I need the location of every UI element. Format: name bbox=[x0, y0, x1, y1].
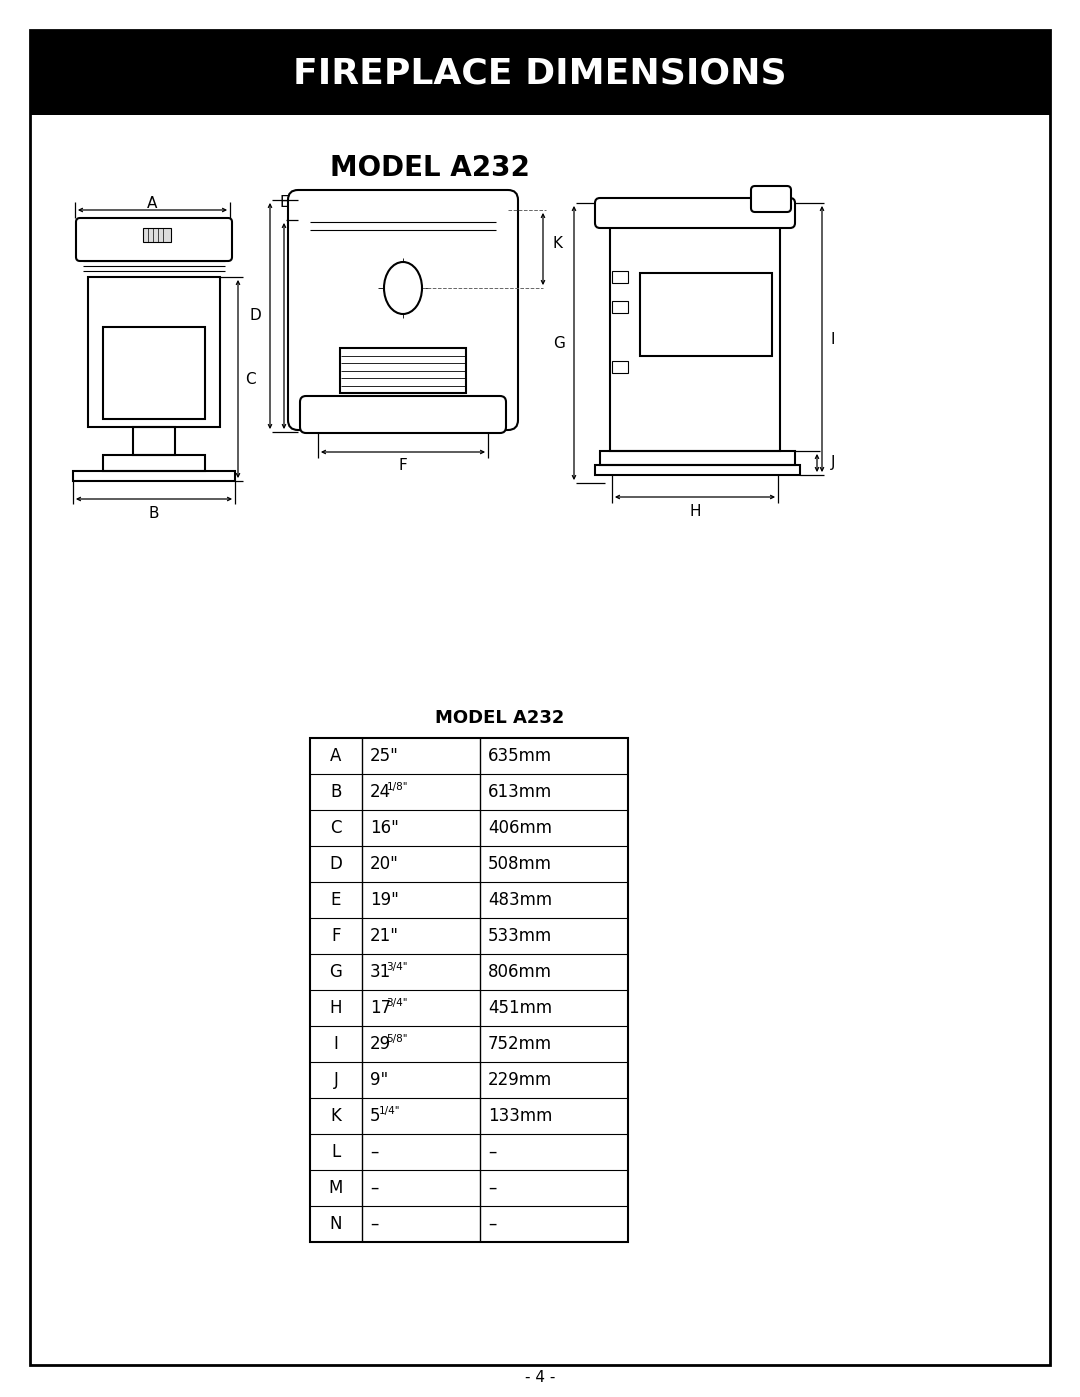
Bar bbox=[310, 738, 627, 1242]
Text: 451mm: 451mm bbox=[488, 999, 552, 1017]
Text: 508mm: 508mm bbox=[488, 855, 552, 873]
Text: 1/8": 1/8" bbox=[387, 782, 408, 792]
Text: 21": 21" bbox=[370, 928, 399, 944]
Text: 1/4": 1/4" bbox=[379, 1106, 401, 1116]
Text: D: D bbox=[249, 309, 261, 324]
Text: C: C bbox=[245, 372, 255, 387]
Text: 133mm: 133mm bbox=[488, 1106, 552, 1125]
FancyBboxPatch shape bbox=[76, 218, 232, 261]
Text: 17: 17 bbox=[370, 999, 391, 1017]
Bar bbox=[595, 465, 800, 475]
Text: B: B bbox=[149, 506, 159, 521]
Text: N: N bbox=[329, 1215, 342, 1234]
FancyBboxPatch shape bbox=[595, 198, 795, 228]
Text: 533mm: 533mm bbox=[488, 928, 552, 944]
Text: F: F bbox=[332, 928, 341, 944]
Text: –: – bbox=[488, 1143, 497, 1161]
Text: 752mm: 752mm bbox=[488, 1035, 552, 1053]
Text: MODEL A232: MODEL A232 bbox=[330, 154, 530, 182]
Text: –: – bbox=[488, 1215, 497, 1234]
Text: A: A bbox=[330, 747, 341, 766]
Text: H: H bbox=[689, 503, 701, 518]
Text: - 4 -: - 4 - bbox=[525, 1370, 555, 1386]
Text: 5: 5 bbox=[370, 1106, 380, 1125]
Bar bbox=[610, 217, 780, 451]
FancyBboxPatch shape bbox=[288, 190, 518, 430]
Bar bbox=[133, 427, 175, 455]
Text: FIREPLACE DIMENSIONS: FIREPLACE DIMENSIONS bbox=[293, 56, 787, 89]
Text: M: M bbox=[328, 1179, 343, 1197]
Text: J: J bbox=[334, 1071, 338, 1090]
Bar bbox=[143, 228, 171, 242]
Bar bbox=[612, 300, 627, 313]
Bar bbox=[73, 471, 235, 481]
Text: –: – bbox=[488, 1179, 497, 1197]
Text: –: – bbox=[370, 1215, 378, 1234]
Text: H: H bbox=[329, 999, 342, 1017]
FancyBboxPatch shape bbox=[751, 186, 791, 212]
Text: 20": 20" bbox=[370, 855, 399, 873]
Text: G: G bbox=[553, 335, 565, 351]
FancyBboxPatch shape bbox=[300, 395, 507, 433]
Text: I: I bbox=[831, 331, 836, 346]
Text: 19": 19" bbox=[370, 891, 399, 909]
Text: 29: 29 bbox=[370, 1035, 391, 1053]
Text: 9": 9" bbox=[370, 1071, 388, 1090]
Bar bbox=[640, 272, 772, 356]
Text: 5/8": 5/8" bbox=[387, 1034, 408, 1044]
Text: 229mm: 229mm bbox=[488, 1071, 552, 1090]
Text: 31: 31 bbox=[370, 963, 391, 981]
Text: –: – bbox=[370, 1143, 378, 1161]
Text: 3/4": 3/4" bbox=[387, 997, 408, 1009]
Text: E: E bbox=[280, 196, 288, 210]
Text: C: C bbox=[330, 819, 341, 837]
Text: 635mm: 635mm bbox=[488, 747, 552, 766]
Text: J: J bbox=[831, 455, 836, 471]
Text: 483mm: 483mm bbox=[488, 891, 552, 909]
Text: K: K bbox=[330, 1106, 341, 1125]
Text: E: E bbox=[330, 891, 341, 909]
Text: F: F bbox=[399, 458, 407, 474]
Text: G: G bbox=[329, 963, 342, 981]
Text: D: D bbox=[329, 855, 342, 873]
Text: 25": 25" bbox=[370, 747, 399, 766]
Text: 406mm: 406mm bbox=[488, 819, 552, 837]
Text: A: A bbox=[147, 196, 158, 211]
Text: K: K bbox=[552, 236, 562, 251]
Text: 806mm: 806mm bbox=[488, 963, 552, 981]
Bar bbox=[612, 271, 627, 284]
Text: MODEL A232: MODEL A232 bbox=[435, 710, 565, 726]
Text: 16": 16" bbox=[370, 819, 399, 837]
Text: 3/4": 3/4" bbox=[387, 963, 408, 972]
Bar bbox=[600, 451, 795, 465]
Bar bbox=[612, 360, 627, 373]
Text: L: L bbox=[332, 1143, 340, 1161]
Text: B: B bbox=[330, 782, 341, 800]
Bar bbox=[340, 348, 465, 393]
Ellipse shape bbox=[384, 263, 422, 314]
Bar bbox=[103, 327, 205, 419]
Text: 24: 24 bbox=[370, 782, 391, 800]
Text: –: – bbox=[370, 1179, 378, 1197]
Text: 613mm: 613mm bbox=[488, 782, 552, 800]
Bar bbox=[87, 277, 220, 427]
Bar bbox=[30, 29, 1050, 115]
Bar bbox=[103, 455, 205, 471]
Text: I: I bbox=[334, 1035, 338, 1053]
